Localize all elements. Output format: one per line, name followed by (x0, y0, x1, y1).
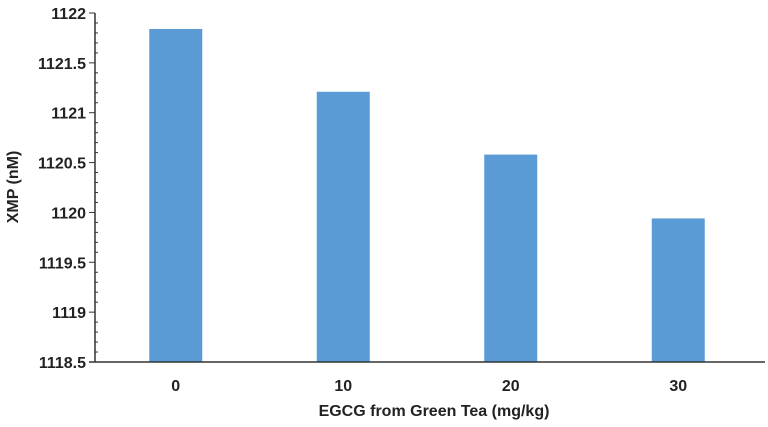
y-tick-label: 1121 (51, 106, 86, 123)
bar-30 (651, 218, 705, 362)
bar-0 (149, 28, 203, 363)
y-tick-label: 1119.5 (39, 255, 86, 272)
bar-20 (484, 154, 538, 362)
x-axis-label: EGCG from Green Tea (mg/kg) (319, 403, 550, 420)
bar-10 (316, 91, 370, 362)
y-axis-label: XMP (nM) (5, 151, 22, 224)
x-tick-label: 20 (502, 378, 520, 395)
y-tick-label: 1120.5 (38, 156, 86, 173)
y-tick-label: 1118.5 (39, 355, 86, 372)
y-tick-label: 1119 (52, 305, 86, 322)
y-tick-label: 1121.5 (38, 56, 86, 73)
y-tick-label: 1122 (51, 6, 86, 23)
x-tick-label: 0 (171, 378, 180, 395)
x-tick-label: 30 (669, 378, 687, 395)
x-tick-label: 10 (334, 378, 352, 395)
y-tick-label: 1120 (51, 205, 86, 222)
